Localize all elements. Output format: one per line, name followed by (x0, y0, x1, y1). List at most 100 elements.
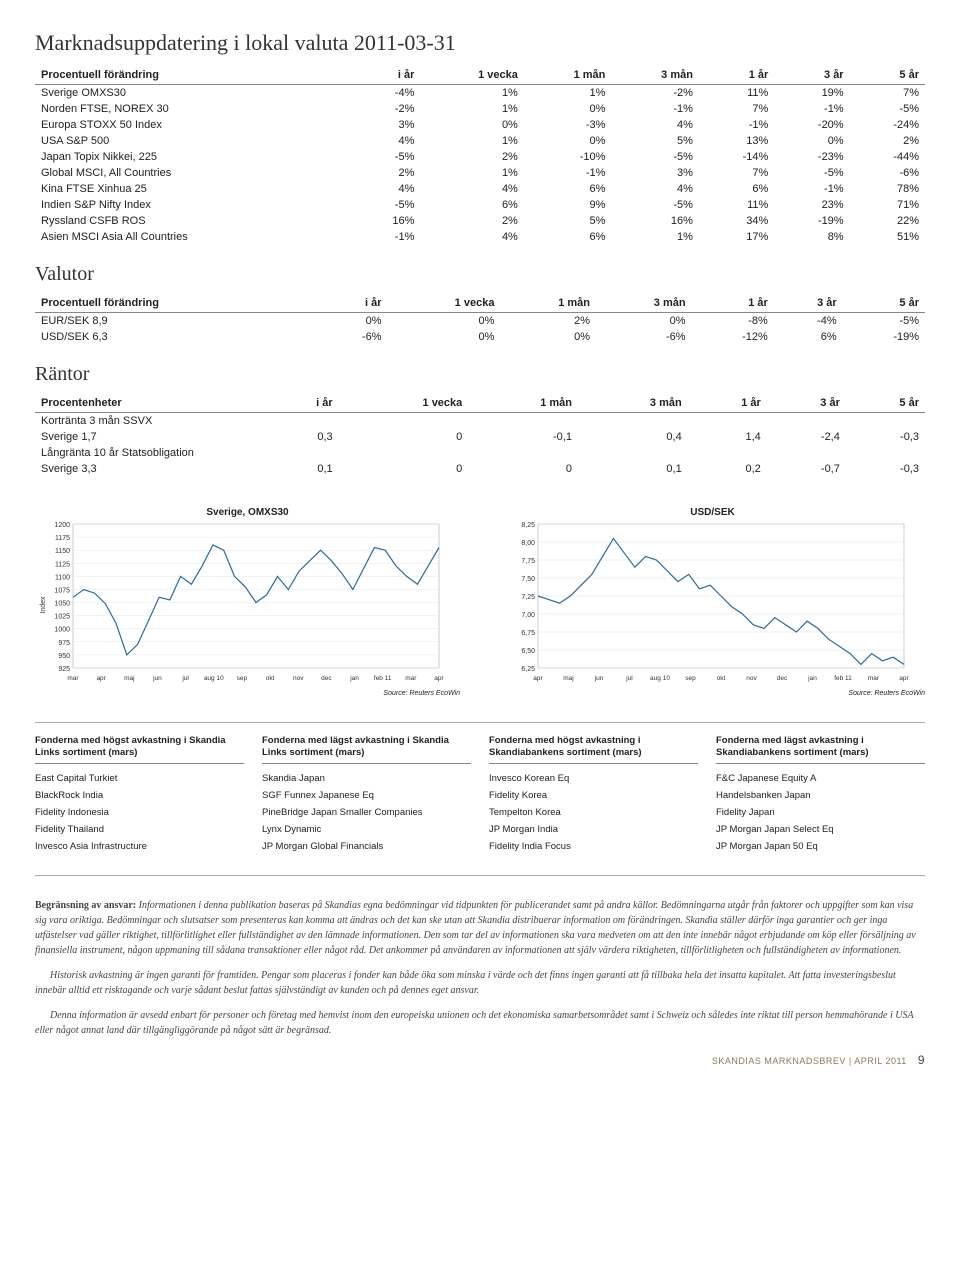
table-subhead: Kortränta 3 mån SSVX (35, 413, 925, 430)
fund-item: Fidelity Korea (489, 787, 698, 804)
fund-item: F&C Japanese Equity A (716, 770, 925, 787)
col-header: 5 år (846, 394, 925, 413)
svg-text:Index: Index (40, 596, 47, 614)
page-title: Marknadsuppdatering i lokal valuta 2011-… (35, 30, 925, 56)
svg-text:apr: apr (96, 675, 106, 682)
svg-text:6,50: 6,50 (521, 648, 535, 655)
col-header: i år (267, 394, 338, 413)
col-header: 1 vecka (387, 294, 500, 313)
fund-item: JP Morgan Global Financials (262, 838, 471, 855)
svg-text:dec: dec (777, 675, 788, 682)
col-header: 1 mån (500, 294, 596, 313)
fund-item: SGF Funnex Japanese Eq (262, 787, 471, 804)
fund-item: Fidelity Japan (716, 804, 925, 821)
fund-item: Tempelton Korea (489, 804, 698, 821)
fund-item: Handelsbanken Japan (716, 787, 925, 804)
svg-text:975: 975 (58, 640, 70, 647)
table-row: Norden FTSE, NOREX 30-2%1%0%-1%7%-1%-5% (35, 101, 925, 117)
chart-usdsek: USD/SEK 6,256,506,757,007,257,507,758,00… (500, 507, 925, 697)
table-row: Indien S&P Nifty Index-5%6%9%-5%11%23%71… (35, 197, 925, 213)
table-row: USA S&P 5004%1%0%5%13%0%2% (35, 133, 925, 149)
svg-text:6,25: 6,25 (521, 666, 535, 673)
table-subhead: Långränta 10 år Statsobligation (35, 445, 925, 461)
svg-text:apr: apr (899, 675, 909, 682)
disclaimer-p2: Historisk avkastning är ingen garanti fö… (35, 968, 925, 998)
fund-lists: Fonderna med högst avkastning i Skandia … (35, 722, 925, 855)
fund-item: Fidelity Indonesia (35, 804, 244, 821)
col-header: 3 mån (596, 294, 692, 313)
svg-text:8,25: 8,25 (521, 522, 535, 529)
table-row: Europa STOXX 50 Index3%0%-3%4%-1%-20%-24… (35, 117, 925, 133)
rantor-table: Procentenheteri år1 vecka1 mån3 mån1 år3… (35, 394, 925, 477)
chart-omxs30: Sverige, OMXS30 925950975100010251050107… (35, 507, 460, 697)
col-header: 3 år (774, 66, 849, 85)
table-row: Ryssland CSFB ROS16%2%5%16%34%-19%22% (35, 213, 925, 229)
svg-text:1175: 1175 (55, 535, 70, 542)
svg-text:jan: jan (807, 675, 817, 682)
footer-issue: APRIL 2011 (854, 1056, 907, 1066)
fund-column-header: Fonderna med högst avkastning i Skandiab… (489, 735, 698, 764)
svg-text:jun: jun (594, 675, 604, 682)
footer-sep: | (849, 1056, 852, 1066)
svg-text:1050: 1050 (54, 601, 70, 608)
svg-text:dec: dec (321, 675, 332, 682)
col-header: Procentuell förändring (35, 294, 319, 313)
fund-item: Invesco Korean Eq (489, 770, 698, 787)
svg-text:7,25: 7,25 (521, 594, 535, 601)
svg-text:okt: okt (266, 675, 275, 682)
table-row: Global MSCI, All Countries2%1%-1%3%7%-5%… (35, 165, 925, 181)
fund-column: Fonderna med högst avkastning i Skandiab… (489, 735, 698, 855)
svg-text:8,00: 8,00 (521, 540, 535, 547)
col-header: 3 år (774, 294, 843, 313)
fund-item: BlackRock India (35, 787, 244, 804)
table-row: Asien MSCI Asia All Countries-1%4%6%1%17… (35, 229, 925, 245)
col-header: 3 år (767, 394, 846, 413)
fund-column: Fonderna med högst avkastning i Skandia … (35, 735, 244, 855)
fund-column-header: Fonderna med högst avkastning i Skandia … (35, 735, 244, 764)
svg-text:apr: apr (533, 675, 543, 682)
disclaimer-p3: Denna information är avsedd enbart för p… (35, 1008, 925, 1038)
disclaimer: Begränsning av ansvar: Informationen i d… (35, 875, 925, 1038)
footer-page-num: 9 (918, 1053, 925, 1067)
col-header: 1 vecka (339, 394, 469, 413)
col-header: 3 mån (578, 394, 688, 413)
fund-column-header: Fonderna med lägst avkastning i Skandiab… (716, 735, 925, 764)
chart1-source: Source: Reuters EcoWin (35, 690, 460, 697)
svg-text:aug 10: aug 10 (650, 675, 670, 682)
table-row: Sverige 3,30,1000,10,2-0,7-0,3 (35, 461, 925, 477)
table-row: Kina FTSE Xinhua 254%4%6%4%6%-1%78% (35, 181, 925, 197)
fund-column: Fonderna med lägst avkastning i Skandia … (262, 735, 471, 855)
table-row: Sverige OMXS30-4%1%1%-2%11%19%7% (35, 85, 925, 102)
section-valutor: Valutor (35, 263, 925, 286)
svg-text:jul: jul (625, 675, 633, 682)
valutor-table: Procentuell förändringi år1 vecka1 mån3 … (35, 294, 925, 345)
svg-text:7,75: 7,75 (521, 558, 535, 565)
svg-text:1075: 1075 (54, 587, 70, 594)
svg-text:aug 10: aug 10 (204, 675, 224, 682)
svg-text:maj: maj (124, 675, 134, 682)
fund-item: JP Morgan Japan 50 Eq (716, 838, 925, 855)
svg-text:1100: 1100 (55, 574, 70, 581)
fund-item: East Capital Turkiet (35, 770, 244, 787)
col-header: 3 mån (611, 66, 699, 85)
col-header: 1 vecka (420, 66, 523, 85)
svg-text:1025: 1025 (54, 614, 70, 621)
fund-column: Fonderna med lägst avkastning i Skandiab… (716, 735, 925, 855)
svg-text:nov: nov (293, 675, 304, 682)
svg-text:mar: mar (405, 675, 417, 682)
fund-item: JP Morgan India (489, 821, 698, 838)
svg-text:mar: mar (67, 675, 79, 682)
fund-item: Invesco Asia Infrastructure (35, 838, 244, 855)
svg-text:6,75: 6,75 (521, 630, 535, 637)
col-header: Procentenheter (35, 394, 267, 413)
col-header: 1 mån (524, 66, 612, 85)
svg-text:feb 11: feb 11 (834, 675, 852, 682)
chart2-source: Source: Reuters EcoWin (500, 690, 925, 697)
col-header: 1 år (688, 394, 767, 413)
disclaimer-lead: Begränsning av ansvar: (35, 900, 136, 911)
svg-text:925: 925 (58, 666, 70, 673)
fund-item: Fidelity India Focus (489, 838, 698, 855)
footer-brand: SKANDIAS MARKNADSBREV (712, 1056, 846, 1066)
svg-text:sep: sep (237, 675, 248, 682)
fund-item: Lynx Dynamic (262, 821, 471, 838)
